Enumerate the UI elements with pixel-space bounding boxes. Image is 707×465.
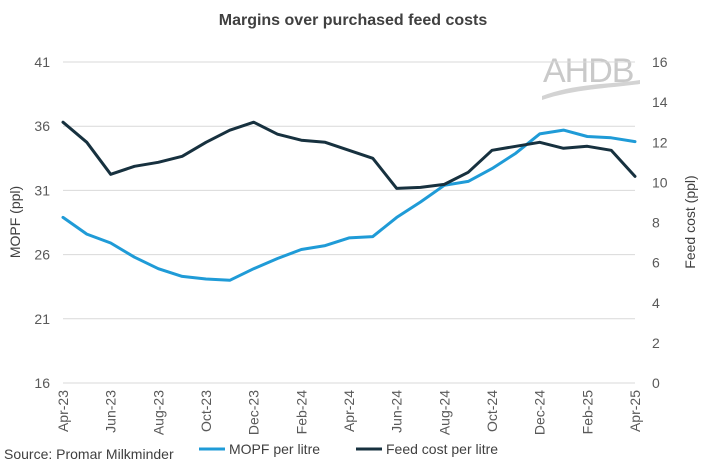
ahdb-logo-swoosh <box>542 80 640 100</box>
x-tick-label: Oct-23 <box>198 390 214 432</box>
left-axis-label: MOPF (ppl) <box>7 186 23 258</box>
x-tick-label: Dec-23 <box>246 390 262 435</box>
right-tick-label: 8 <box>652 215 660 231</box>
legend: MOPF per litre Feed cost per litre <box>199 441 498 457</box>
left-tick-label: 16 <box>34 375 50 391</box>
source-note: Source: Promar Milkminder <box>4 446 174 462</box>
x-tick-label: Oct-24 <box>484 390 500 432</box>
gridlines <box>63 61 635 384</box>
right-tick-label: 2 <box>652 335 660 351</box>
left-tick-label: 21 <box>34 311 50 327</box>
x-tick-label: Feb-24 <box>293 390 309 435</box>
right-axis-tick-labels: 0 2 4 6 8 10 12 14 16 <box>652 54 668 391</box>
right-tick-label: 0 <box>652 375 660 391</box>
right-tick-label: 6 <box>652 255 660 271</box>
left-tick-label: 36 <box>34 118 50 134</box>
x-tick-label: Jun-24 <box>389 390 405 433</box>
right-axis-label: Feed cost (ppl) <box>682 175 698 268</box>
x-tick-label: Apr-23 <box>55 390 71 432</box>
right-tick-label: 14 <box>652 94 668 110</box>
left-tick-label: 26 <box>34 247 50 263</box>
ahdb-logo: AHDB <box>542 52 640 100</box>
x-tick-label: Apr-24 <box>341 390 357 432</box>
right-tick-label: 10 <box>652 174 668 190</box>
left-tick-label: 41 <box>34 54 50 70</box>
x-tick-label: Aug-23 <box>150 390 166 435</box>
legend-label-feed-cost: Feed cost per litre <box>386 441 498 457</box>
x-tick-label: Apr-25 <box>627 390 643 432</box>
x-tick-label: Jun-23 <box>103 390 119 433</box>
legend-label-mopf: MOPF per litre <box>229 441 320 457</box>
left-tick-label: 31 <box>34 182 50 198</box>
series-lines <box>61 120 637 282</box>
right-tick-label: 16 <box>652 54 668 70</box>
x-axis-tick-labels: Apr-23 Jun-23 Aug-23 Oct-23 Dec-23 Feb-24 Apr-… <box>55 390 643 435</box>
right-tick-label: 12 <box>652 134 668 150</box>
x-tick-label: Aug-24 <box>436 390 452 435</box>
right-tick-label: 4 <box>652 295 660 311</box>
x-tick-label: Feb-25 <box>579 390 595 435</box>
x-tick-label: Dec-24 <box>532 390 548 435</box>
chart-title: Margins over purchased feed costs <box>219 12 488 29</box>
series-line-feed-cost <box>61 120 637 190</box>
series-line-mopf <box>61 128 637 282</box>
left-axis-tick-labels: 16 21 26 31 36 41 <box>34 54 50 391</box>
